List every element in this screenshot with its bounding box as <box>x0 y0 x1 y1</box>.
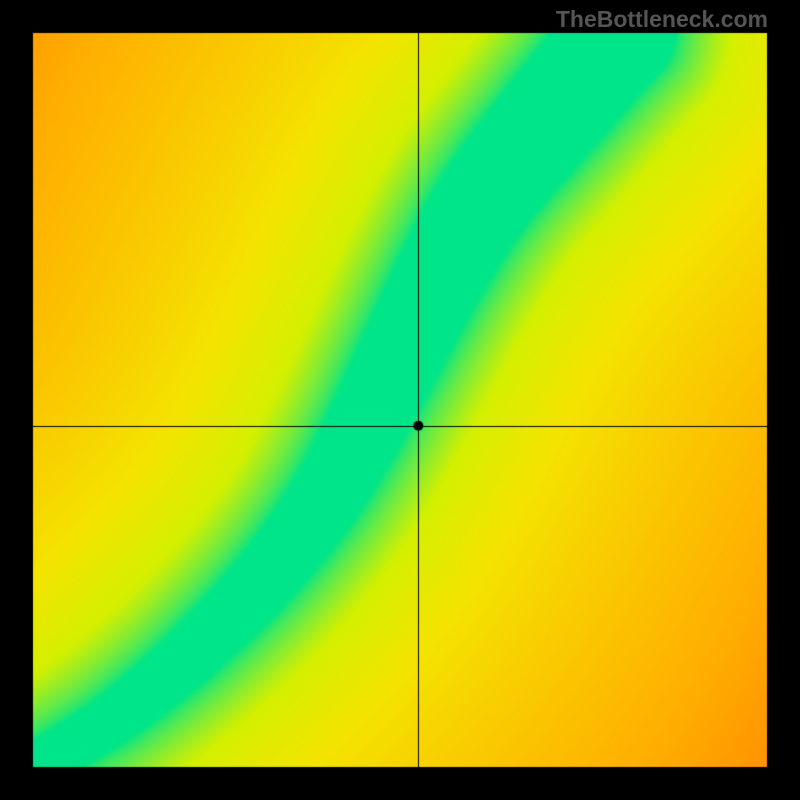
bottleneck-heatmap <box>0 0 800 800</box>
chart-container: TheBottleneck.com <box>0 0 800 800</box>
watermark-text: TheBottleneck.com <box>556 6 768 33</box>
